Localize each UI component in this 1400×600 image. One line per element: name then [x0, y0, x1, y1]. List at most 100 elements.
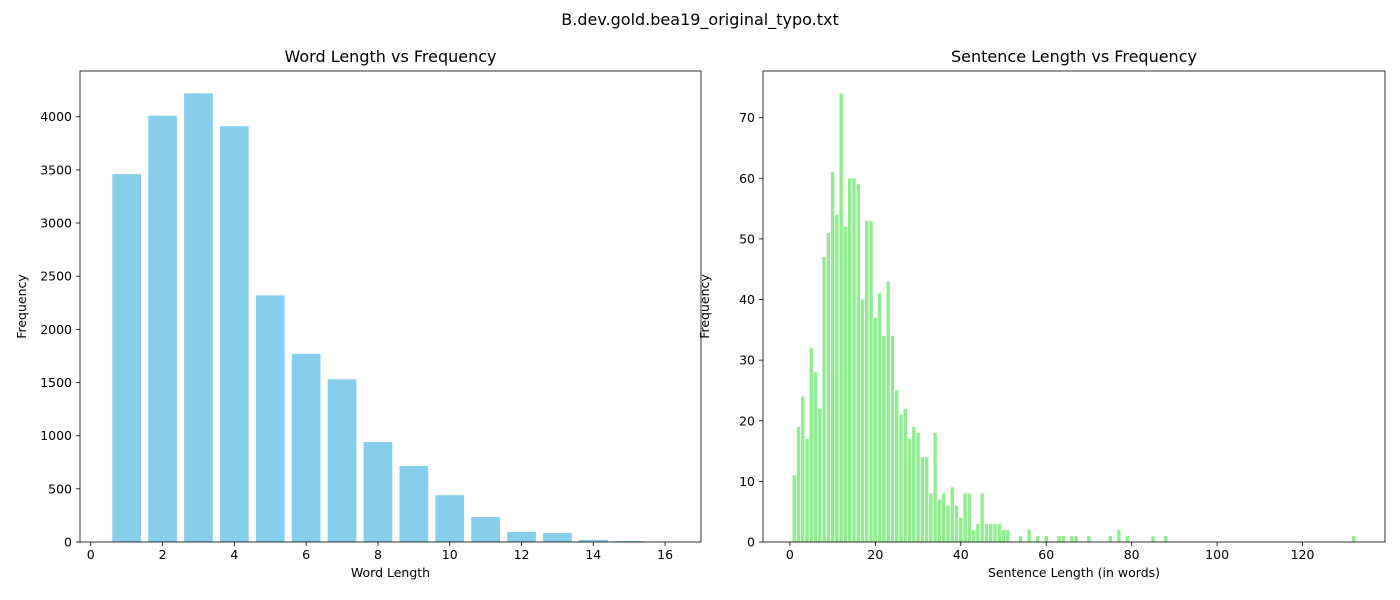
bar [984, 523, 989, 542]
y-tick-label: 70 [739, 110, 755, 125]
bar [886, 281, 890, 542]
bar [1027, 529, 1031, 542]
bar [1117, 529, 1121, 542]
bar [959, 517, 963, 542]
bar [865, 220, 869, 543]
bar [471, 517, 500, 542]
bar [255, 295, 285, 542]
bar [976, 523, 980, 542]
bar [839, 93, 843, 543]
bar [792, 475, 796, 542]
bar [890, 335, 895, 542]
bar [1074, 535, 1078, 542]
bar [882, 335, 886, 542]
bar [826, 232, 831, 542]
bar [809, 348, 813, 542]
bar [942, 493, 946, 542]
x-tick-label: 20 [867, 547, 883, 562]
bar [363, 442, 393, 542]
bar [967, 493, 972, 542]
y-tick-label: 0 [747, 535, 755, 550]
bar [818, 408, 822, 542]
y-tick-label: 2000 [40, 322, 72, 337]
y-tick-label: 40 [739, 292, 755, 307]
x-tick-label: 12 [514, 547, 530, 562]
bar [1151, 535, 1155, 542]
bar [848, 178, 852, 543]
y-tick-label: 60 [739, 171, 755, 186]
bar [980, 493, 984, 542]
bar [219, 126, 249, 542]
bar [993, 523, 997, 542]
x-axis-label: Sentence Length (in words) [988, 565, 1160, 580]
bar [877, 293, 882, 542]
y-tick-label: 50 [739, 231, 755, 246]
bar [1164, 535, 1168, 542]
bar [963, 493, 967, 542]
bar [507, 531, 536, 542]
bar [835, 214, 839, 542]
chart-title: Sentence Length vs Frequency [951, 47, 1197, 66]
bar [937, 499, 942, 542]
bar [852, 178, 856, 543]
x-tick-label: 6 [302, 547, 310, 562]
bar [1352, 535, 1356, 542]
plot-frame [79, 70, 702, 543]
y-tick-label: 500 [48, 481, 72, 496]
bar [399, 465, 429, 542]
bar [148, 115, 177, 543]
x-axis-label: Word Length [351, 565, 430, 580]
x-tick-label: 40 [953, 547, 969, 562]
y-tick-label: 20 [739, 413, 755, 428]
bar [873, 317, 878, 542]
bar [954, 505, 959, 542]
bar [971, 529, 976, 542]
bar [903, 408, 907, 542]
bar [895, 390, 899, 542]
bar [1018, 535, 1023, 542]
bar [916, 432, 920, 542]
x-tick-label: 10 [442, 547, 458, 562]
bar [801, 396, 805, 542]
y-tick-label: 3500 [40, 162, 72, 177]
bar [1044, 535, 1048, 542]
bar [929, 493, 933, 542]
bar [1061, 535, 1066, 542]
x-tick-label: 8 [374, 547, 382, 562]
bar [327, 379, 357, 542]
bar [1035, 535, 1040, 542]
bar [1006, 529, 1010, 542]
y-tick-label: 30 [739, 353, 755, 368]
bar [822, 257, 826, 542]
bar [997, 523, 1001, 542]
bar [946, 505, 950, 542]
bar [843, 226, 848, 543]
plot-frame [762, 70, 1386, 543]
bar [1125, 535, 1130, 542]
bar [1057, 535, 1061, 542]
y-tick-label: 4000 [40, 109, 72, 124]
bar [907, 438, 912, 542]
bar [112, 174, 142, 542]
x-tick-label: 0 [786, 547, 794, 562]
x-tick-label: 100 [1205, 547, 1229, 562]
bar [435, 495, 465, 542]
bar [543, 532, 572, 542]
bar [912, 426, 916, 542]
x-tick-label: 80 [1124, 547, 1140, 562]
bar [1087, 535, 1091, 542]
bar [1001, 529, 1006, 542]
y-axis-label: Frequency [697, 274, 712, 339]
bar [1070, 535, 1074, 542]
bar [184, 93, 213, 542]
bar [924, 457, 929, 542]
bar [950, 487, 954, 542]
bar [860, 299, 865, 542]
bar [578, 539, 608, 542]
bar [856, 184, 860, 543]
y-tick-label: 3000 [40, 216, 72, 231]
bar [1108, 535, 1113, 542]
bar [933, 432, 937, 542]
bar [920, 457, 925, 542]
